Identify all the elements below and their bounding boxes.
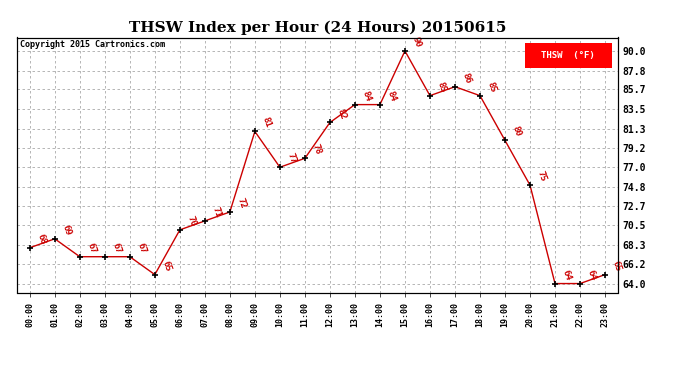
Text: 64: 64 (560, 268, 573, 281)
Text: 82: 82 (335, 107, 348, 120)
Text: 65: 65 (611, 259, 623, 273)
Text: 67: 67 (135, 242, 148, 255)
Text: 90: 90 (411, 36, 423, 49)
Text: 86: 86 (460, 71, 473, 84)
Text: 81: 81 (260, 116, 273, 129)
Text: 80: 80 (511, 125, 523, 138)
Text: 85: 85 (486, 80, 497, 93)
Text: 69: 69 (60, 224, 72, 237)
Text: 64: 64 (586, 268, 598, 281)
Text: 84: 84 (386, 89, 397, 102)
Text: 78: 78 (310, 143, 323, 156)
Text: 72: 72 (235, 196, 248, 210)
Text: Copyright 2015 Cartronics.com: Copyright 2015 Cartronics.com (20, 40, 165, 49)
Text: 67: 67 (86, 242, 97, 255)
Text: 75: 75 (535, 170, 548, 183)
Text: 67: 67 (110, 242, 123, 255)
Text: 84: 84 (360, 89, 373, 102)
Text: 68: 68 (35, 232, 48, 246)
Text: 70: 70 (186, 214, 197, 228)
Title: THSW Index per Hour (24 Hours) 20150615: THSW Index per Hour (24 Hours) 20150615 (129, 21, 506, 35)
Text: 71: 71 (210, 206, 223, 219)
Text: 77: 77 (286, 152, 297, 165)
Text: 85: 85 (435, 80, 448, 93)
Text: 65: 65 (160, 259, 172, 273)
